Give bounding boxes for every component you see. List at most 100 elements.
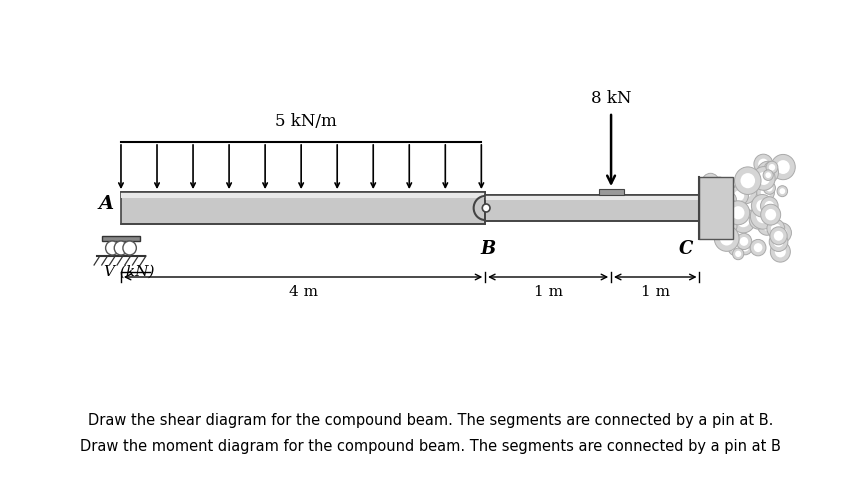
Circle shape — [740, 173, 746, 180]
Circle shape — [727, 201, 750, 225]
Circle shape — [758, 172, 770, 185]
Circle shape — [761, 187, 771, 197]
Circle shape — [106, 241, 119, 255]
Circle shape — [703, 198, 715, 210]
Bar — [121, 192, 486, 224]
Circle shape — [699, 194, 719, 215]
Circle shape — [774, 229, 784, 239]
Text: Draw the shear diagram for the compound beam. The segments are connected by a pi: Draw the shear diagram for the compound … — [88, 412, 773, 428]
Circle shape — [757, 183, 774, 202]
Circle shape — [770, 225, 787, 244]
Circle shape — [771, 154, 796, 180]
Circle shape — [715, 181, 724, 191]
Circle shape — [777, 227, 787, 238]
Circle shape — [762, 166, 774, 179]
Circle shape — [738, 240, 753, 255]
Circle shape — [734, 190, 744, 201]
Circle shape — [731, 208, 755, 233]
Text: A: A — [98, 195, 113, 213]
Circle shape — [765, 201, 774, 211]
Circle shape — [734, 179, 757, 204]
Bar — [598, 189, 623, 195]
Circle shape — [735, 250, 741, 257]
Circle shape — [716, 195, 729, 208]
Circle shape — [725, 220, 737, 233]
Bar — [699, 177, 733, 239]
Text: 5 kN/m: 5 kN/m — [275, 113, 337, 130]
Text: 8 kN: 8 kN — [591, 90, 631, 107]
Circle shape — [719, 197, 726, 205]
Circle shape — [769, 164, 775, 171]
Circle shape — [754, 154, 773, 174]
Circle shape — [741, 243, 749, 251]
Circle shape — [751, 203, 776, 229]
Text: V (kN): V (kN) — [103, 265, 154, 279]
Circle shape — [706, 177, 715, 187]
Circle shape — [774, 231, 784, 241]
Circle shape — [766, 161, 777, 174]
Circle shape — [731, 244, 740, 252]
Circle shape — [740, 237, 748, 246]
Circle shape — [718, 200, 740, 223]
Circle shape — [769, 232, 788, 251]
Circle shape — [762, 219, 772, 231]
Circle shape — [760, 204, 781, 225]
Bar — [121, 192, 486, 198]
Circle shape — [728, 223, 734, 230]
Circle shape — [734, 167, 761, 194]
Circle shape — [482, 204, 490, 212]
Circle shape — [753, 167, 775, 190]
Bar — [486, 195, 699, 221]
Circle shape — [737, 214, 750, 227]
Bar — [102, 236, 140, 241]
Circle shape — [765, 209, 776, 220]
Circle shape — [765, 172, 771, 178]
Circle shape — [696, 206, 714, 224]
Circle shape — [713, 201, 729, 217]
Circle shape — [779, 188, 785, 194]
Circle shape — [777, 160, 790, 174]
Circle shape — [777, 185, 788, 197]
Circle shape — [757, 161, 778, 184]
Circle shape — [720, 190, 727, 197]
Text: C: C — [678, 240, 693, 258]
Text: 1 m: 1 m — [534, 285, 562, 299]
Circle shape — [123, 241, 136, 255]
Circle shape — [702, 173, 719, 191]
Circle shape — [115, 241, 127, 255]
Circle shape — [758, 215, 777, 235]
Circle shape — [740, 173, 755, 188]
Circle shape — [717, 187, 729, 200]
Circle shape — [763, 170, 773, 181]
Circle shape — [722, 208, 731, 217]
Circle shape — [772, 223, 791, 243]
Circle shape — [760, 197, 778, 215]
Circle shape — [723, 205, 735, 218]
Bar — [486, 195, 699, 200]
Circle shape — [759, 158, 769, 169]
Text: B: B — [480, 240, 496, 258]
Circle shape — [733, 248, 744, 260]
Circle shape — [767, 165, 772, 171]
Circle shape — [719, 204, 734, 220]
Circle shape — [756, 209, 770, 223]
Circle shape — [753, 215, 763, 225]
Circle shape — [700, 210, 709, 220]
Circle shape — [756, 200, 768, 212]
Circle shape — [750, 240, 766, 256]
Circle shape — [720, 231, 734, 246]
Circle shape — [753, 243, 763, 252]
Circle shape — [739, 185, 752, 198]
Circle shape — [715, 225, 739, 251]
Circle shape — [770, 227, 787, 245]
Circle shape — [752, 194, 773, 217]
Circle shape — [749, 211, 767, 229]
Circle shape — [730, 186, 748, 205]
Circle shape — [732, 206, 745, 219]
Text: 4 m: 4 m — [288, 285, 318, 299]
Circle shape — [765, 162, 775, 173]
Circle shape — [728, 240, 743, 255]
Circle shape — [775, 246, 786, 257]
Circle shape — [722, 192, 736, 207]
Circle shape — [767, 219, 784, 238]
